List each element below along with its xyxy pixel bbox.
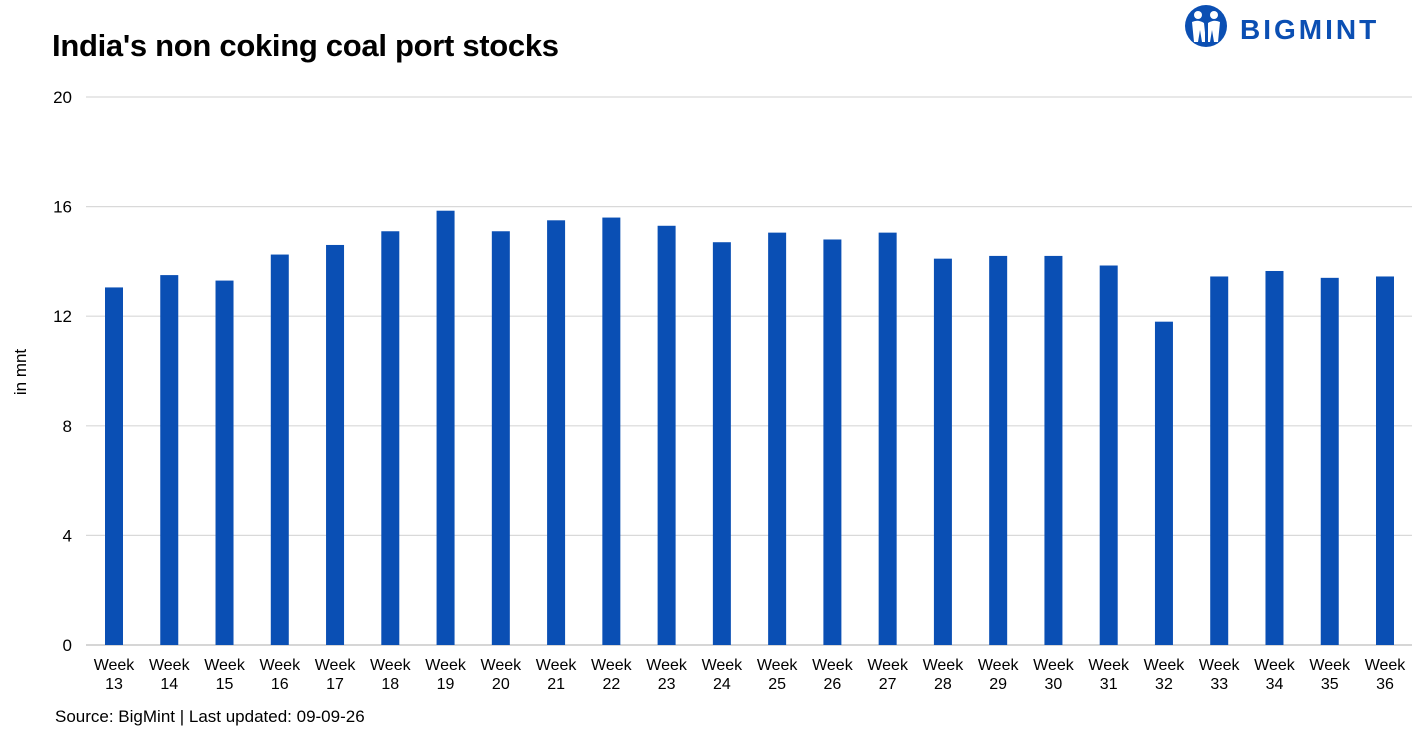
x-category-label: Week 27 — [867, 657, 909, 693]
x-category-label: Week 21 — [536, 657, 578, 693]
x-category-label: Week 24 — [702, 657, 744, 693]
bar — [270, 254, 289, 646]
bar — [1376, 276, 1394, 645]
bar — [878, 232, 897, 645]
x-category-label: Week 23 — [646, 657, 688, 693]
y-tick-label: 16 — [53, 198, 72, 217]
bar — [381, 231, 400, 645]
x-category-label: Week 34 — [1254, 657, 1296, 693]
x-category-label: Week 13 — [94, 657, 136, 693]
y-tick-label: 20 — [53, 88, 72, 107]
bar — [933, 258, 952, 645]
bar — [602, 217, 621, 645]
x-category-label: Week 20 — [481, 657, 523, 693]
bigmint-logo: BIGMINT — [1184, 4, 1414, 48]
bar — [105, 287, 123, 645]
y-axis-ticks: 0 4 8 12 16 20 — [53, 88, 72, 655]
y-axis-label: in mnt — [11, 349, 30, 396]
x-category-label: Week 19 — [425, 657, 467, 693]
x-category-label: Week 25 — [757, 657, 799, 693]
x-category-label: Week 30 — [1033, 657, 1075, 693]
bar — [1154, 321, 1173, 645]
x-category-label: Week 28 — [923, 657, 965, 693]
bar — [1044, 255, 1063, 646]
bar — [768, 232, 787, 645]
bar — [712, 242, 731, 645]
bar — [989, 255, 1008, 646]
y-tick-label: 8 — [63, 417, 72, 436]
bar — [160, 275, 179, 645]
x-category-label: Week 29 — [978, 657, 1020, 693]
bar — [1210, 276, 1229, 645]
bar — [1320, 277, 1339, 645]
source-note: Source: BigMint | Last updated: 09-09-26 — [55, 707, 365, 726]
gridlines — [86, 96, 1412, 646]
chart-title: India's non coking coal port stocks — [52, 28, 559, 63]
y-tick-label: 0 — [63, 636, 72, 655]
bar — [491, 231, 510, 645]
bar — [1099, 265, 1118, 645]
bar — [657, 225, 676, 645]
bar — [215, 280, 234, 645]
bar — [547, 220, 566, 646]
x-category-label: Week 22 — [591, 657, 633, 693]
x-category-label: Week 33 — [1199, 657, 1241, 693]
bar — [326, 244, 345, 645]
bigmint-people-icon — [1185, 5, 1227, 47]
y-tick-label: 4 — [63, 526, 72, 545]
x-category-label: Week 14 — [149, 657, 191, 693]
x-category-label: Week 16 — [259, 657, 301, 693]
x-category-label: Week 35 — [1309, 657, 1351, 693]
bar — [1265, 270, 1284, 645]
bar — [823, 239, 842, 646]
x-category-label: Week 31 — [1088, 657, 1130, 693]
x-category-label: Week 17 — [315, 657, 357, 693]
x-axis-categories: Week 13 Week 14 Week 15 Week 16 Week 17 Week 18 Week… — [94, 657, 1407, 693]
logo-text: BIGMINT — [1240, 14, 1380, 45]
x-category-label: Week 26 — [812, 657, 854, 693]
x-category-label: Week 32 — [1144, 657, 1186, 693]
y-tick-label: 12 — [53, 307, 72, 326]
x-category-label: Week 18 — [370, 657, 412, 693]
x-category-label: Week 36 — [1365, 657, 1407, 693]
bar — [436, 210, 455, 645]
x-category-label: Week 15 — [204, 657, 246, 693]
bars — [105, 210, 1394, 646]
